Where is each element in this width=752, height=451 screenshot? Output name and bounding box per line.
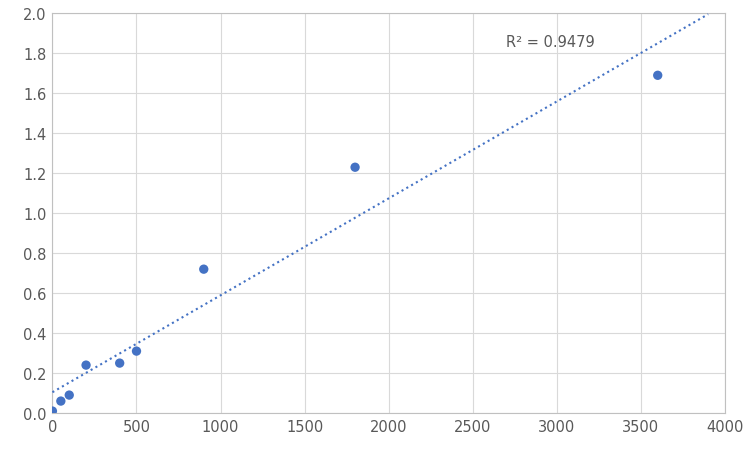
Point (63, 391, 75, 399)
Point (349, 164, 361, 171)
Point (131, 348, 143, 355)
Text: R² = 0.9479: R² = 0.9479 (506, 35, 595, 50)
Point (198, 266, 210, 273)
Point (114, 360, 126, 367)
Point (652, 73, 664, 80)
Point (80, 362, 92, 369)
Point (47, 408, 59, 415)
Point (55, 398, 67, 405)
